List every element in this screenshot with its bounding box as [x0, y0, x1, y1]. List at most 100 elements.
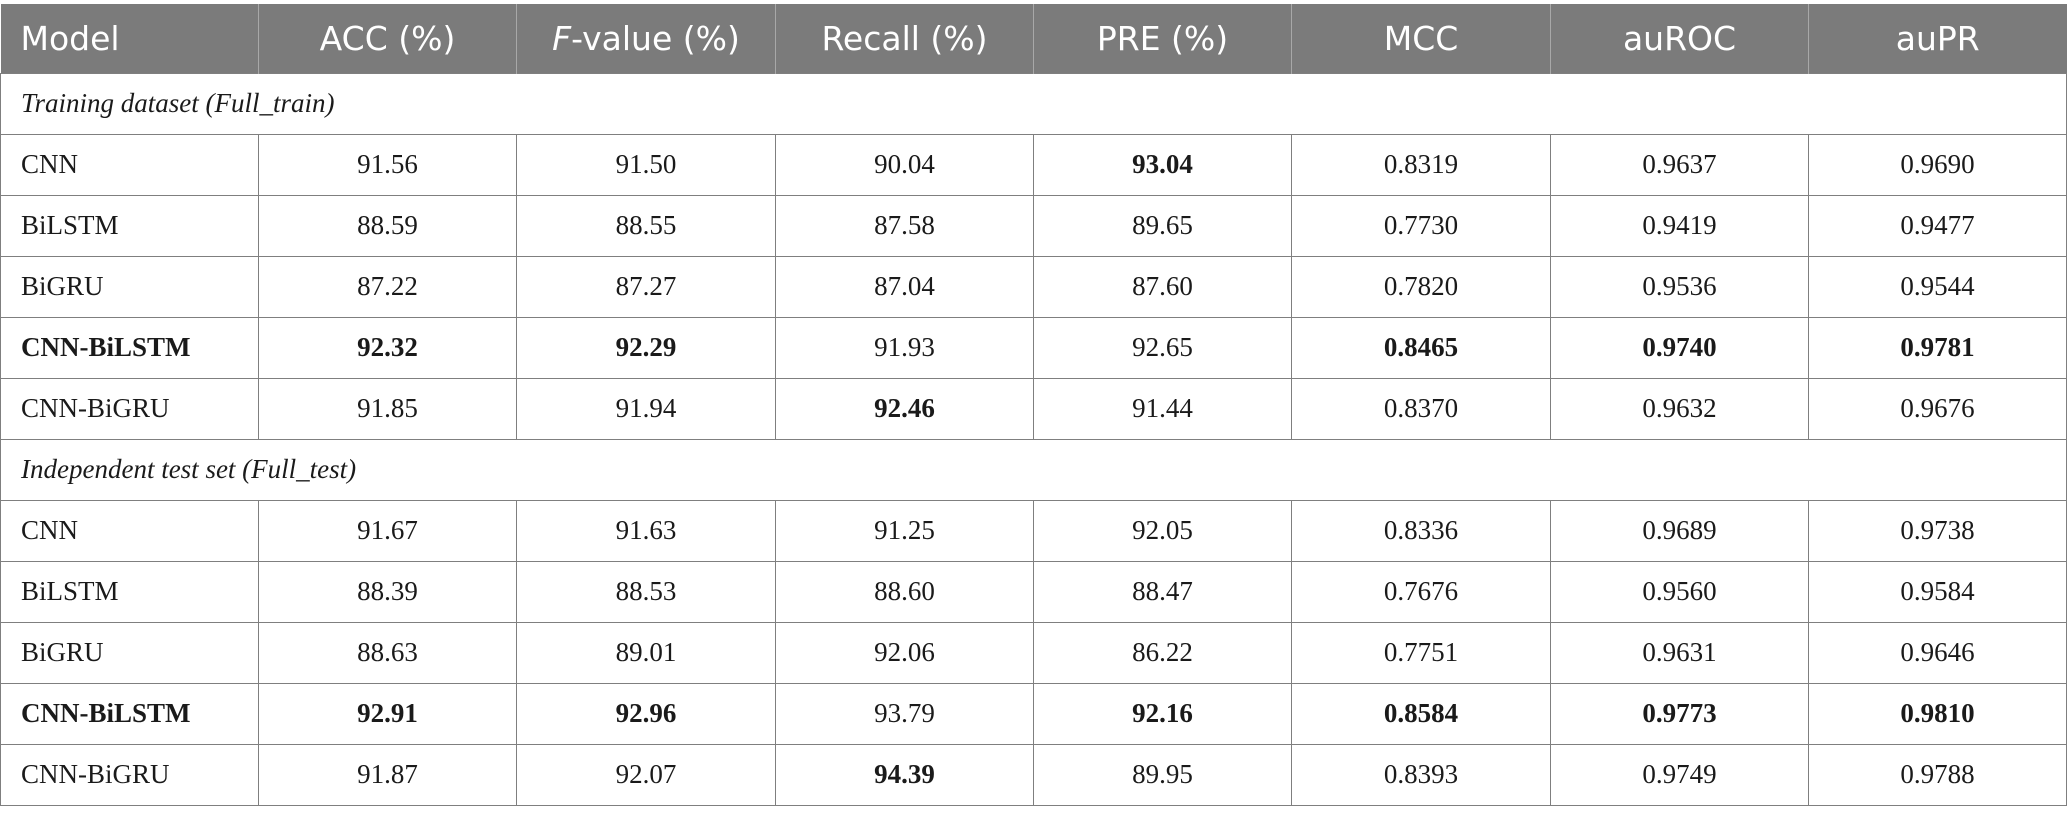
section-row: Training dataset (Full_train) — [0, 72, 2067, 135]
cell-fvalue: 87.27 — [516, 255, 776, 318]
cell-pre: 88.47 — [1033, 560, 1292, 623]
header-fvalue-rest: -value (%) — [571, 18, 740, 58]
cell-acc: 88.63 — [258, 621, 517, 684]
cell-auroc: 0.9740 — [1550, 316, 1809, 379]
cell-model: BiLSTM — [0, 194, 259, 257]
table-row: BiLSTM 88.59 88.55 87.58 89.65 0.7730 0.… — [0, 194, 2067, 257]
cell-aupr: 0.9544 — [1808, 255, 2067, 318]
cell-recall: 91.25 — [775, 499, 1034, 562]
header-aupr: auPR — [1808, 4, 2067, 73]
cell-fvalue: 88.53 — [516, 560, 776, 623]
table-row: CNN-BiLSTM 92.32 92.29 91.93 92.65 0.846… — [0, 316, 2067, 379]
cell-acc: 87.22 — [258, 255, 517, 318]
table-row: BiGRU 87.22 87.27 87.04 87.60 0.7820 0.9… — [0, 255, 2067, 318]
cell-mcc: 0.8370 — [1291, 377, 1551, 440]
cell-mcc: 0.8336 — [1291, 499, 1551, 562]
cell-recall: 93.79 — [775, 682, 1034, 745]
header-fvalue-f: F — [552, 18, 572, 58]
cell-mcc: 0.7730 — [1291, 194, 1551, 257]
cell-auroc: 0.9689 — [1550, 499, 1809, 562]
cell-pre: 89.65 — [1033, 194, 1292, 257]
cell-aupr: 0.9788 — [1808, 743, 2067, 806]
table-row: CNN 91.56 91.50 90.04 93.04 0.8319 0.963… — [0, 133, 2067, 196]
cell-aupr: 0.9477 — [1808, 194, 2067, 257]
cell-acc: 92.32 — [258, 316, 517, 379]
cell-aupr: 0.9781 — [1808, 316, 2067, 379]
cell-auroc: 0.9773 — [1550, 682, 1809, 745]
cell-aupr: 0.9738 — [1808, 499, 2067, 562]
cell-auroc: 0.9632 — [1550, 377, 1809, 440]
cell-pre: 92.65 — [1033, 316, 1292, 379]
cell-recall: 87.04 — [775, 255, 1034, 318]
cell-recall: 94.39 — [775, 743, 1034, 806]
cell-auroc: 0.9560 — [1550, 560, 1809, 623]
header-model: Model — [20, 18, 120, 58]
table-row: CNN-BiGRU 91.87 92.07 94.39 89.95 0.8393… — [0, 743, 2067, 806]
cell-fvalue: 91.94 — [516, 377, 776, 440]
cell-model: CNN-BiLSTM — [0, 682, 259, 745]
section-title: Independent test set (Full_test) — [0, 438, 2067, 501]
header-pre: PRE (%) — [1033, 4, 1292, 73]
header-auroc: auROC — [1550, 4, 1809, 73]
cell-auroc: 0.9631 — [1550, 621, 1809, 684]
cell-pre: 86.22 — [1033, 621, 1292, 684]
cell-mcc: 0.7751 — [1291, 621, 1551, 684]
cell-acc: 91.85 — [258, 377, 517, 440]
cell-aupr: 0.9690 — [1808, 133, 2067, 196]
table-row: CNN-BiLSTM 92.91 92.96 93.79 92.16 0.858… — [0, 682, 2067, 745]
header-acc: ACC (%) — [258, 4, 517, 73]
cell-mcc: 0.8393 — [1291, 743, 1551, 806]
cell-acc: 92.91 — [258, 682, 517, 745]
cell-auroc: 0.9536 — [1550, 255, 1809, 318]
cell-recall: 92.46 — [775, 377, 1034, 440]
cell-pre: 92.16 — [1033, 682, 1292, 745]
cell-recall: 92.06 — [775, 621, 1034, 684]
cell-acc: 88.39 — [258, 560, 517, 623]
cell-fvalue: 92.07 — [516, 743, 776, 806]
cell-recall: 87.58 — [775, 194, 1034, 257]
section-title: Training dataset (Full_train) — [0, 72, 2067, 135]
cell-recall: 90.04 — [775, 133, 1034, 196]
cell-fvalue: 91.63 — [516, 499, 776, 562]
cell-acc: 91.56 — [258, 133, 517, 196]
cell-fvalue: 88.55 — [516, 194, 776, 257]
cell-fvalue: 91.50 — [516, 133, 776, 196]
cell-model: BiGRU — [0, 621, 259, 684]
cell-aupr: 0.9584 — [1808, 560, 2067, 623]
cell-acc: 88.59 — [258, 194, 517, 257]
cell-auroc: 0.9749 — [1550, 743, 1809, 806]
cell-recall: 88.60 — [775, 560, 1034, 623]
table-row: BiGRU 88.63 89.01 92.06 86.22 0.7751 0.9… — [0, 621, 2067, 684]
cell-model: BiLSTM — [0, 560, 259, 623]
cell-model: CNN — [0, 499, 259, 562]
table-row: CNN-BiGRU 91.85 91.94 92.46 91.44 0.8370… — [0, 377, 2067, 440]
cell-model: BiGRU — [0, 255, 259, 318]
cell-aupr: 0.9646 — [1808, 621, 2067, 684]
results-table: Model ACC (%) F-value (%) Recall (%) PRE… — [0, 4, 2067, 806]
cell-mcc: 0.8465 — [1291, 316, 1551, 379]
cell-auroc: 0.9419 — [1550, 194, 1809, 257]
cell-acc: 91.67 — [258, 499, 517, 562]
cell-pre: 87.60 — [1033, 255, 1292, 318]
cell-fvalue: 89.01 — [516, 621, 776, 684]
cell-pre: 92.05 — [1033, 499, 1292, 562]
cell-mcc: 0.7676 — [1291, 560, 1551, 623]
section-row: Independent test set (Full_test) — [0, 438, 2067, 501]
cell-model: CNN-BiGRU — [0, 377, 259, 440]
cell-acc: 91.87 — [258, 743, 517, 806]
cell-pre: 93.04 — [1033, 133, 1292, 196]
table-row: BiLSTM 88.39 88.53 88.60 88.47 0.7676 0.… — [0, 560, 2067, 623]
cell-model: CNN-BiGRU — [0, 743, 259, 806]
cell-fvalue: 92.96 — [516, 682, 776, 745]
cell-mcc: 0.7820 — [1291, 255, 1551, 318]
header-row: Model ACC (%) F-value (%) Recall (%) PRE… — [0, 4, 2067, 73]
header-recall: Recall (%) — [775, 4, 1034, 73]
cell-model: CNN-BiLSTM — [0, 316, 259, 379]
cell-aupr: 0.9676 — [1808, 377, 2067, 440]
cell-aupr: 0.9810 — [1808, 682, 2067, 745]
cell-auroc: 0.9637 — [1550, 133, 1809, 196]
table-body: Training dataset (Full_train) CNN 91.56 … — [0, 72, 2067, 806]
header-fvalue: F-value (%) — [516, 4, 776, 73]
header-mcc: MCC — [1291, 4, 1551, 73]
cell-mcc: 0.8319 — [1291, 133, 1551, 196]
